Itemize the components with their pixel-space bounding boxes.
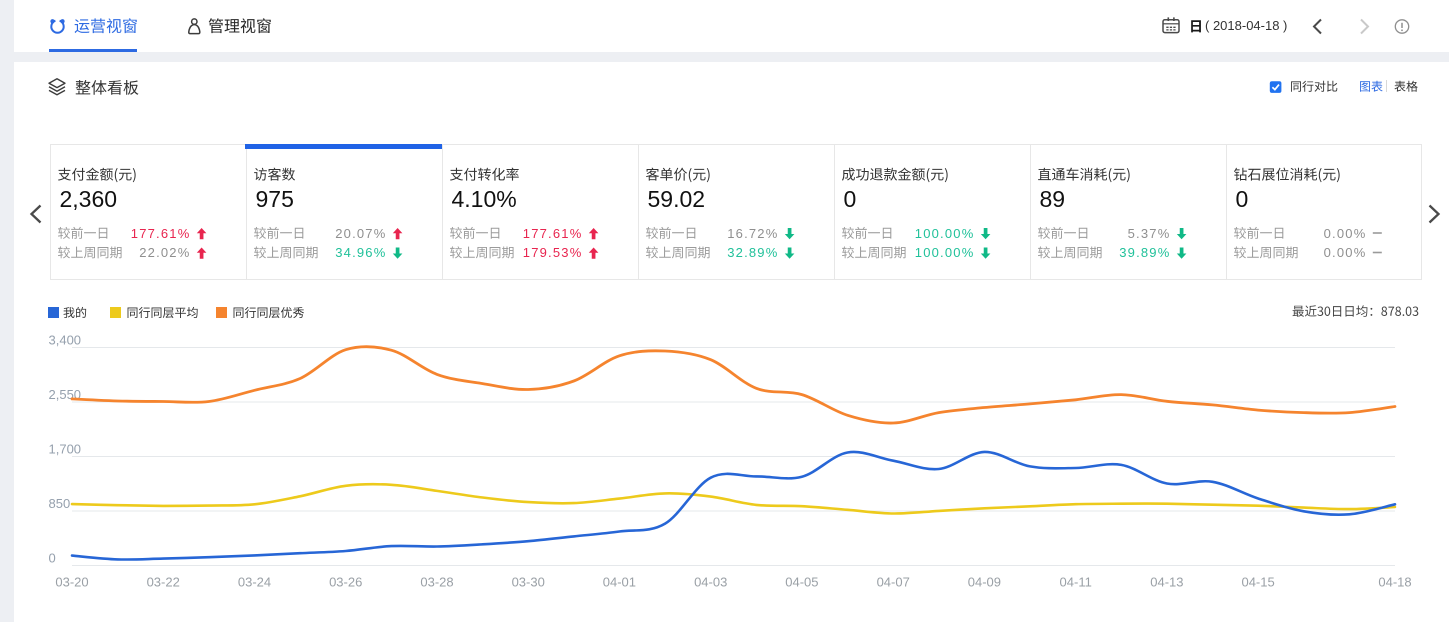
svg-text:0: 0 [49,551,56,566]
svg-text:3,400: 3,400 [49,333,82,348]
svg-text:04-13: 04-13 [1150,575,1183,590]
svg-text:03-20: 03-20 [55,575,88,590]
svg-text:04-15: 04-15 [1241,575,1274,590]
svg-text:04-09: 04-09 [968,575,1001,590]
svg-text:03-26: 03-26 [329,575,362,590]
svg-text:04-11: 04-11 [1060,575,1092,590]
svg-text:04-05: 04-05 [785,575,818,590]
svg-text:03-22: 03-22 [147,575,180,590]
svg-text:03-24: 03-24 [238,575,271,590]
svg-text:850: 850 [49,496,71,511]
svg-text:04-03: 04-03 [694,575,727,590]
svg-text:03-28: 03-28 [420,575,453,590]
svg-text:04-07: 04-07 [877,575,910,590]
svg-text:1,700: 1,700 [49,442,82,457]
svg-text:03-30: 03-30 [512,575,545,590]
svg-text:04-01: 04-01 [603,575,636,590]
svg-text:04-18: 04-18 [1378,575,1411,590]
